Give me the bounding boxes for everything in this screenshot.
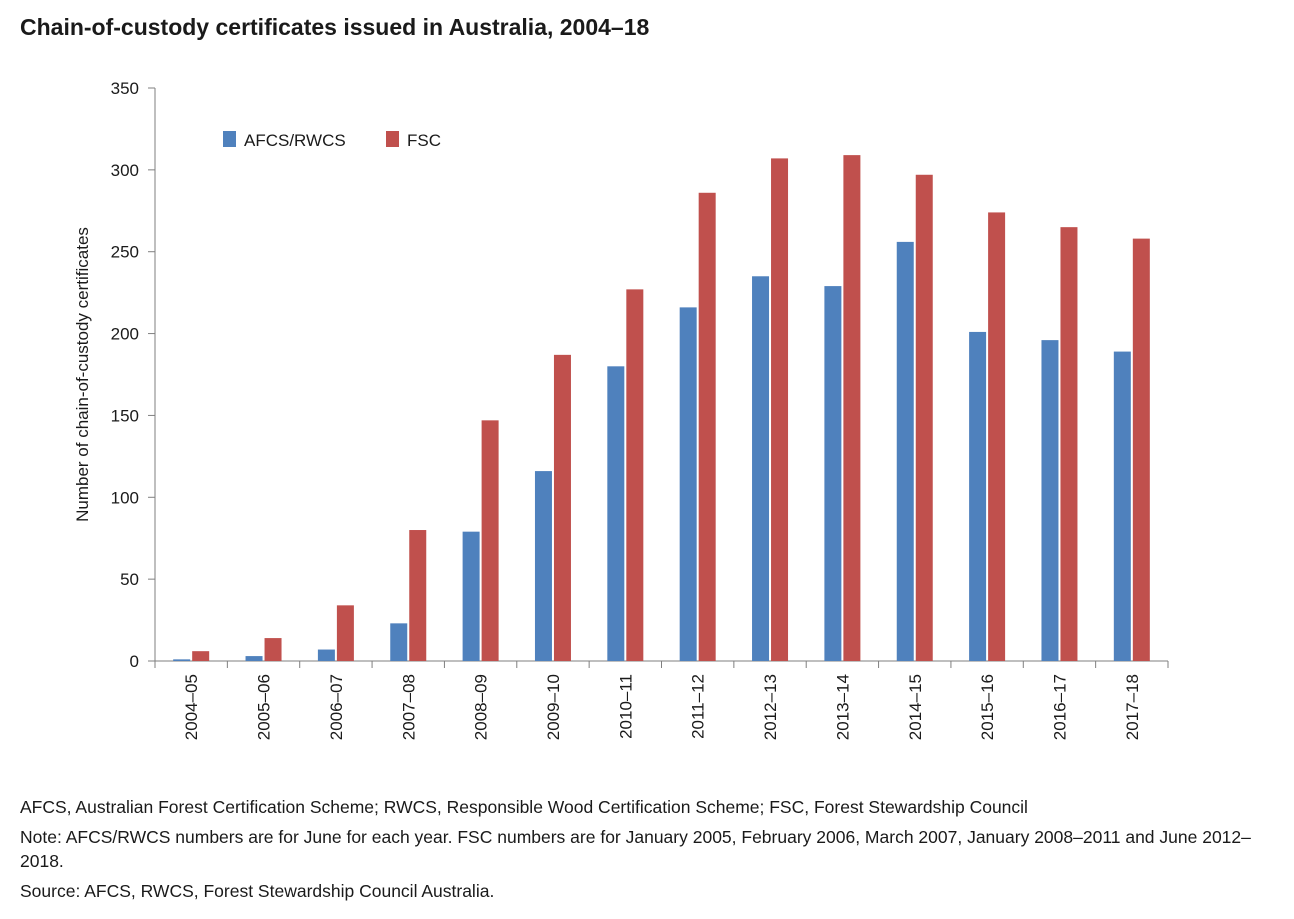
y-tick-label: 150 xyxy=(111,406,139,425)
x-tick-label: 2008–09 xyxy=(472,674,491,740)
x-tick-label: 2010–11 xyxy=(616,674,635,739)
legend-label: AFCS/RWCS xyxy=(244,131,346,150)
x-tick-label: 2017–18 xyxy=(1123,674,1142,740)
y-tick-label: 200 xyxy=(111,325,139,344)
bar-fsc xyxy=(988,212,1006,661)
x-tick-label: 2004–05 xyxy=(182,674,201,740)
bar-afcs-rwcs xyxy=(534,471,552,661)
x-tick-label: 2012–13 xyxy=(761,674,780,740)
bar-afcs-rwcs xyxy=(896,241,914,662)
bar-afcs-rwcs xyxy=(607,366,625,661)
y-tick-label: 100 xyxy=(111,488,139,507)
bar-fsc xyxy=(626,289,644,661)
bar-fsc xyxy=(698,192,716,661)
y-axis-title: Number of chain-of-custody certificates xyxy=(73,227,92,522)
y-tick-label: 350 xyxy=(111,79,139,98)
y-tick-label: 50 xyxy=(120,570,139,589)
bar-fsc xyxy=(843,155,861,661)
chart-footnotes: AFCS, Australian Forest Certification Sc… xyxy=(20,795,1290,909)
y-tick-label: 300 xyxy=(111,161,139,180)
bar-afcs-rwcs xyxy=(679,307,697,661)
x-tick-label: 2009–10 xyxy=(544,674,563,740)
x-tick-label: 2016–17 xyxy=(1050,674,1069,740)
bar-fsc xyxy=(264,638,282,661)
bar-afcs-rwcs xyxy=(317,649,335,661)
source-note: Source: AFCS, RWCS, Forest Stewardship C… xyxy=(20,881,495,901)
bar-afcs-rwcs xyxy=(173,659,191,661)
bar-fsc xyxy=(1060,227,1078,661)
x-tick-label: 2011–12 xyxy=(689,674,708,739)
bar-afcs-rwcs xyxy=(1113,351,1131,661)
y-tick-label: 0 xyxy=(130,652,139,671)
bar-fsc xyxy=(553,354,571,661)
bar-fsc xyxy=(336,605,354,661)
bar-afcs-rwcs xyxy=(1041,340,1059,661)
bar-fsc xyxy=(915,174,933,662)
bar-fsc xyxy=(481,420,499,661)
x-tick-label: 2013–14 xyxy=(833,674,852,740)
bar-fsc xyxy=(1132,238,1150,662)
bar-fsc xyxy=(771,158,789,661)
x-tick-label: 2014–15 xyxy=(906,674,925,740)
data-note: Note: AFCS/RWCS numbers are for June for… xyxy=(20,827,1251,871)
bar-afcs-rwcs xyxy=(752,276,770,661)
chart-title: Chain-of-custody certificates issued in … xyxy=(20,14,650,40)
bar-fsc xyxy=(409,530,427,661)
legend-label: FSC xyxy=(407,131,441,150)
bar-fsc xyxy=(192,651,210,661)
abbreviations-note: AFCS, Australian Forest Certification Sc… xyxy=(20,797,1028,817)
x-tick-label: 2006–07 xyxy=(327,674,346,740)
bar-chart: 0 50 100 150 200 250 300 350 Number of chain-of-… xyxy=(73,79,1169,740)
x-tick-label: 2007–08 xyxy=(399,674,418,740)
bar-afcs-rwcs xyxy=(390,623,408,661)
bar-afcs-rwcs xyxy=(245,656,263,661)
legend-swatch xyxy=(386,131,399,147)
legend-swatch xyxy=(223,131,236,147)
y-tick-label: 250 xyxy=(111,243,139,262)
x-tick-label: 2005–06 xyxy=(255,674,274,740)
x-tick-label: 2015–16 xyxy=(978,674,997,740)
bar-afcs-rwcs xyxy=(824,286,842,661)
bar-afcs-rwcs xyxy=(969,331,987,661)
bar-afcs-rwcs xyxy=(462,531,480,661)
